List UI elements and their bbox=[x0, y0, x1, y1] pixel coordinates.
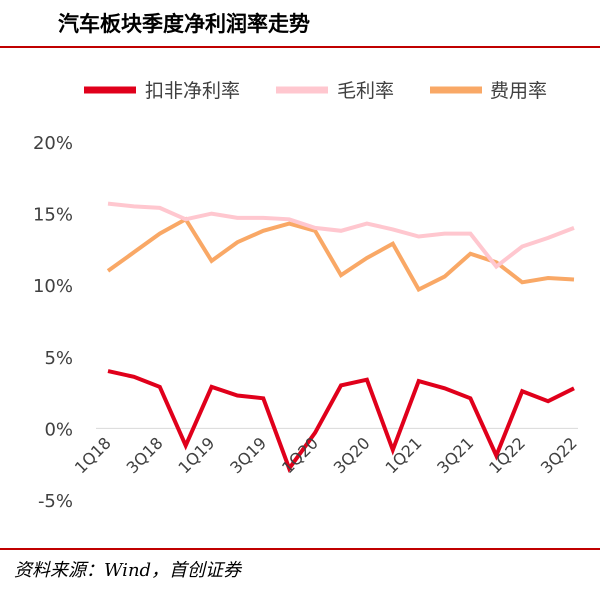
series-line-毛利率 bbox=[107, 201, 575, 270]
y-tick-label: 0% bbox=[44, 419, 73, 440]
x-tick-label: 1Q22 bbox=[485, 433, 529, 477]
series-group bbox=[106, 201, 575, 473]
legend: 扣非净利率 毛利率 费用率 bbox=[84, 80, 547, 102]
y-tick-label: -5% bbox=[38, 491, 73, 512]
bottom-divider bbox=[0, 548, 600, 550]
x-tick-label: 3Q20 bbox=[330, 433, 374, 477]
top-divider bbox=[0, 46, 600, 48]
y-tick-label: 5% bbox=[44, 348, 73, 369]
x-tick-label: 3Q22 bbox=[537, 433, 581, 477]
legend-label: 扣非净利率 bbox=[145, 80, 240, 102]
x-tick-label: 1Q19 bbox=[174, 433, 218, 477]
legend-label: 毛利率 bbox=[337, 80, 394, 102]
x-tick-label: 3Q21 bbox=[433, 433, 477, 477]
y-tick-label: 10% bbox=[33, 276, 73, 297]
x-tick-label: 3Q19 bbox=[226, 433, 270, 477]
y-tick-label: 20% bbox=[33, 133, 73, 154]
source-note: 资料来源：Wind，首创证券 bbox=[14, 560, 242, 581]
chart-title: 汽车板块季度净利润率走势 bbox=[58, 12, 310, 36]
y-axis: 20% 15% 10% 5% 0% -5% bbox=[33, 133, 73, 512]
series-line-扣非净利率 bbox=[107, 369, 575, 473]
x-tick-label: 1Q18 bbox=[71, 433, 115, 477]
x-tick-label: 3Q18 bbox=[123, 433, 167, 477]
legend-label: 费用率 bbox=[490, 80, 547, 102]
y-tick-label: 15% bbox=[33, 205, 73, 226]
